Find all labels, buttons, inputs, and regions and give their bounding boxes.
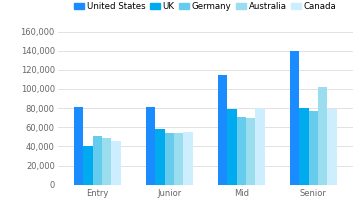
Bar	[146, 107, 155, 185]
Bar	[255, 108, 265, 185]
Bar	[227, 109, 237, 185]
Bar	[111, 141, 121, 185]
Bar	[83, 146, 93, 185]
Bar	[299, 108, 309, 185]
Bar	[102, 138, 111, 185]
Bar	[290, 51, 299, 185]
Bar	[183, 132, 193, 185]
Bar	[237, 117, 246, 185]
Bar	[93, 136, 102, 185]
Bar	[74, 107, 83, 185]
Bar	[246, 118, 255, 185]
Bar	[218, 75, 227, 185]
Legend: United States, UK, Germany, Australia, Canada: United States, UK, Germany, Australia, C…	[74, 2, 337, 11]
Bar	[155, 129, 165, 185]
Bar	[309, 111, 318, 185]
Bar	[327, 109, 337, 185]
Bar	[165, 133, 174, 185]
Bar	[318, 87, 327, 185]
Bar	[174, 133, 183, 185]
